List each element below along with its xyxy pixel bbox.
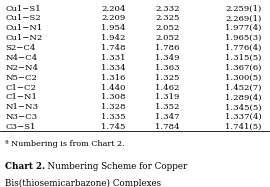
Text: S2−C4: S2−C4	[5, 44, 36, 52]
Text: 1.335: 1.335	[101, 113, 126, 121]
Text: 1.315(5): 1.315(5)	[225, 54, 262, 62]
Text: 1.325: 1.325	[155, 74, 180, 82]
Text: Cu1−N1: Cu1−N1	[5, 24, 43, 32]
Text: N3−C3: N3−C3	[5, 113, 38, 121]
Text: 2.259(1): 2.259(1)	[225, 4, 262, 13]
Text: 1.784: 1.784	[155, 123, 180, 131]
Text: 1.347: 1.347	[155, 113, 180, 121]
Text: 1.367(6): 1.367(6)	[225, 64, 262, 72]
Text: 1.942: 1.942	[101, 34, 126, 42]
Text: 1.328: 1.328	[101, 103, 126, 111]
Text: 2.209: 2.209	[101, 14, 126, 22]
Text: 1.334: 1.334	[101, 64, 126, 72]
Text: N1−N3: N1−N3	[5, 103, 38, 111]
Text: N5−C2: N5−C2	[5, 74, 37, 82]
Text: 1.352: 1.352	[155, 103, 180, 111]
Text: N4−C4: N4−C4	[5, 54, 38, 62]
Text: Cu1−N2: Cu1−N2	[5, 34, 43, 42]
Text: C3−S1: C3−S1	[5, 123, 36, 131]
Text: 1.363: 1.363	[155, 64, 180, 72]
Text: 1.316: 1.316	[101, 74, 126, 82]
Text: Bis(thiosemicarbazone) Complexes: Bis(thiosemicarbazone) Complexes	[5, 179, 161, 187]
Text: N2−N4: N2−N4	[5, 64, 38, 72]
Text: 2.052: 2.052	[155, 34, 180, 42]
Text: 1.462: 1.462	[155, 84, 180, 92]
Text: 1.452(7): 1.452(7)	[225, 84, 262, 92]
Text: 2.325: 2.325	[155, 14, 180, 22]
Text: 1.786: 1.786	[155, 44, 180, 52]
Text: C1−C2: C1−C2	[5, 84, 36, 92]
Text: 1.308: 1.308	[101, 94, 126, 102]
Text: 2.204: 2.204	[101, 4, 126, 13]
Text: 1.289(4): 1.289(4)	[225, 94, 262, 102]
Text: 1.741(5): 1.741(5)	[225, 123, 262, 131]
Text: 1.954: 1.954	[101, 24, 126, 32]
Text: Numbering Scheme for Copper: Numbering Scheme for Copper	[42, 162, 187, 171]
Text: 1.349: 1.349	[155, 54, 180, 62]
Text: 1.440: 1.440	[101, 84, 126, 92]
Text: 1.977(4): 1.977(4)	[225, 24, 262, 32]
Text: 1.337(4): 1.337(4)	[225, 113, 262, 121]
Text: 1.965(3): 1.965(3)	[225, 34, 262, 42]
Text: 2.269(1): 2.269(1)	[225, 14, 262, 22]
Text: Cu1−S2: Cu1−S2	[5, 14, 41, 22]
Text: ª Numbering is from Chart 2.: ª Numbering is from Chart 2.	[5, 140, 125, 148]
Text: C1−N1: C1−N1	[5, 94, 37, 102]
Text: 1.331: 1.331	[101, 54, 126, 62]
Text: Cu1−S1: Cu1−S1	[5, 4, 41, 13]
Text: 1.345(5): 1.345(5)	[225, 103, 262, 111]
Text: 1.745: 1.745	[101, 123, 126, 131]
Text: 1.776(4): 1.776(4)	[225, 44, 262, 52]
Text: 1.319: 1.319	[155, 94, 180, 102]
Text: 2.052: 2.052	[155, 24, 180, 32]
Text: 1.748: 1.748	[101, 44, 126, 52]
Text: 1.300(5): 1.300(5)	[225, 74, 262, 82]
Text: Chart 2.: Chart 2.	[5, 162, 46, 171]
Text: 2.332: 2.332	[155, 4, 180, 13]
